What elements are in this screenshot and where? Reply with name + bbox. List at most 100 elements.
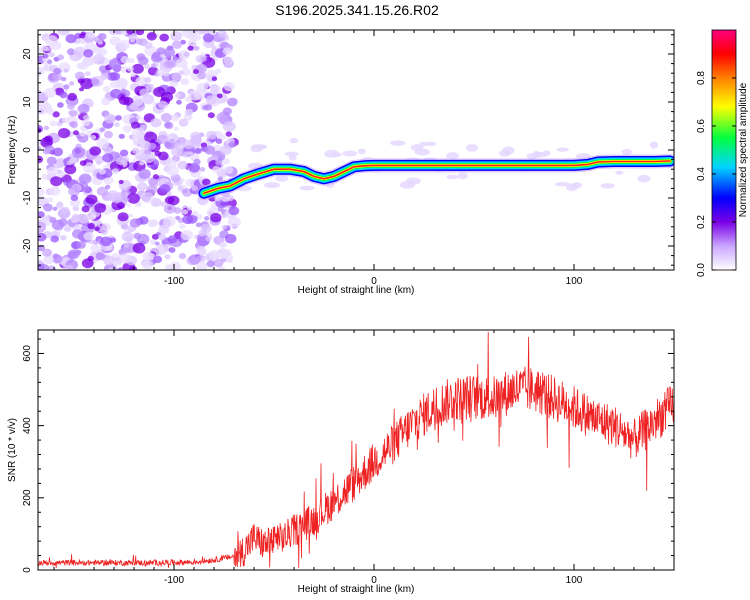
- noise-blob: [50, 235, 59, 243]
- noise-blob: [87, 255, 94, 262]
- noise-blob: [122, 125, 132, 133]
- noise-blob: [142, 260, 154, 270]
- noise-blob: [222, 47, 232, 55]
- noise-blob: [331, 152, 343, 157]
- noise-blob: [144, 77, 152, 83]
- noise-blob: [58, 218, 68, 227]
- y-tick-label: 400: [22, 417, 33, 434]
- noise-blob: [446, 152, 459, 160]
- noise-blob: [171, 72, 182, 82]
- noise-blob: [42, 248, 53, 257]
- noise-blob: [118, 179, 124, 185]
- noise-blob: [67, 103, 75, 110]
- noise-blob: [64, 164, 77, 175]
- noise-blob: [69, 157, 77, 164]
- noise-blob: [45, 46, 52, 52]
- noise-blob: [199, 167, 206, 172]
- y-tick-label: 200: [22, 489, 33, 506]
- noise-blob: [38, 232, 47, 242]
- noise-blob: [79, 160, 87, 167]
- noise-blob: [118, 40, 130, 50]
- noise-blob: [191, 210, 199, 216]
- noise-blob: [60, 235, 67, 241]
- noise-blob: [289, 137, 299, 144]
- noise-blob: [69, 81, 75, 86]
- noise-blob: [115, 79, 128, 90]
- noise-blob: [148, 142, 157, 150]
- noise-blob: [175, 58, 188, 69]
- noise-blob: [96, 138, 110, 149]
- noise-blob: [42, 53, 49, 59]
- noise-blob: [116, 202, 126, 210]
- noise-blob: [38, 90, 43, 96]
- noise-blob: [86, 211, 97, 220]
- noise-blob: [167, 195, 180, 206]
- noise-blob: [38, 46, 43, 54]
- noise-blob: [53, 67, 61, 75]
- y-tick-label: 600: [22, 345, 33, 362]
- noise-blob: [637, 174, 651, 183]
- noise-blob: [90, 134, 97, 140]
- noise-blob: [209, 84, 221, 95]
- colorbar-label: Normalized spectral amplitude: [738, 82, 749, 217]
- colorbar-gradient: [711, 29, 737, 271]
- noise-blob: [98, 168, 106, 175]
- noise-blob: [38, 146, 41, 151]
- spectrogram-x-label: Height of straight line (km): [298, 285, 415, 296]
- noise-blob: [68, 251, 77, 259]
- noise-blob: [196, 262, 208, 270]
- noise-blob: [103, 255, 115, 266]
- noise-blob: [542, 150, 551, 157]
- noise-blob: [213, 144, 222, 152]
- noise-blob: [163, 47, 176, 58]
- y-tick-label: 0: [22, 567, 33, 573]
- noise-blob: [125, 236, 133, 243]
- noise-blob: [224, 233, 237, 244]
- noise-blob: [69, 198, 81, 208]
- noise-blob: [104, 113, 117, 124]
- noise-blob: [68, 186, 80, 197]
- noise-blob: [187, 45, 194, 51]
- noise-blob: [142, 152, 156, 163]
- noise-blob: [167, 61, 175, 68]
- spectrogram-plot-area: [38, 30, 674, 270]
- noise-blob: [44, 135, 53, 143]
- noise-blob: [173, 207, 182, 214]
- noise-blob: [180, 229, 193, 241]
- noise-blob: [250, 145, 263, 153]
- noise-blob: [83, 114, 90, 121]
- noise-blob: [178, 70, 185, 75]
- noise-blob: [565, 183, 578, 192]
- noise-blob: [166, 165, 179, 176]
- noise-blob: [130, 38, 135, 43]
- noise-blob: [127, 193, 140, 204]
- noise-blob: [120, 246, 128, 253]
- noise-blob: [342, 150, 358, 157]
- noise-blob: [171, 40, 182, 49]
- noise-blob: [139, 160, 145, 166]
- noise-blob: [180, 39, 187, 45]
- noise-blob: [186, 214, 198, 224]
- noise-blob: [615, 170, 624, 175]
- noise-blob: [105, 184, 111, 190]
- noise-blob: [145, 83, 155, 92]
- noise-blob: [81, 205, 90, 213]
- noise-blob: [177, 185, 184, 191]
- noise-blob: [218, 134, 226, 141]
- noise-blob: [181, 68, 192, 76]
- noise-blob: [187, 34, 195, 41]
- noise-blob: [196, 214, 203, 220]
- noise-blob: [299, 185, 315, 191]
- noise-blob: [197, 175, 204, 181]
- noise-blob: [63, 225, 72, 232]
- noise-blob: [100, 72, 109, 80]
- colorbar-tick-label: 0.0: [696, 263, 707, 277]
- noise-blob: [181, 209, 189, 215]
- noise-blob: [52, 206, 58, 211]
- noise-blob: [87, 222, 95, 230]
- noise-blob: [57, 170, 66, 178]
- noise-blob: [210, 212, 222, 223]
- noise-blob: [76, 241, 86, 249]
- noise-blob: [209, 30, 217, 36]
